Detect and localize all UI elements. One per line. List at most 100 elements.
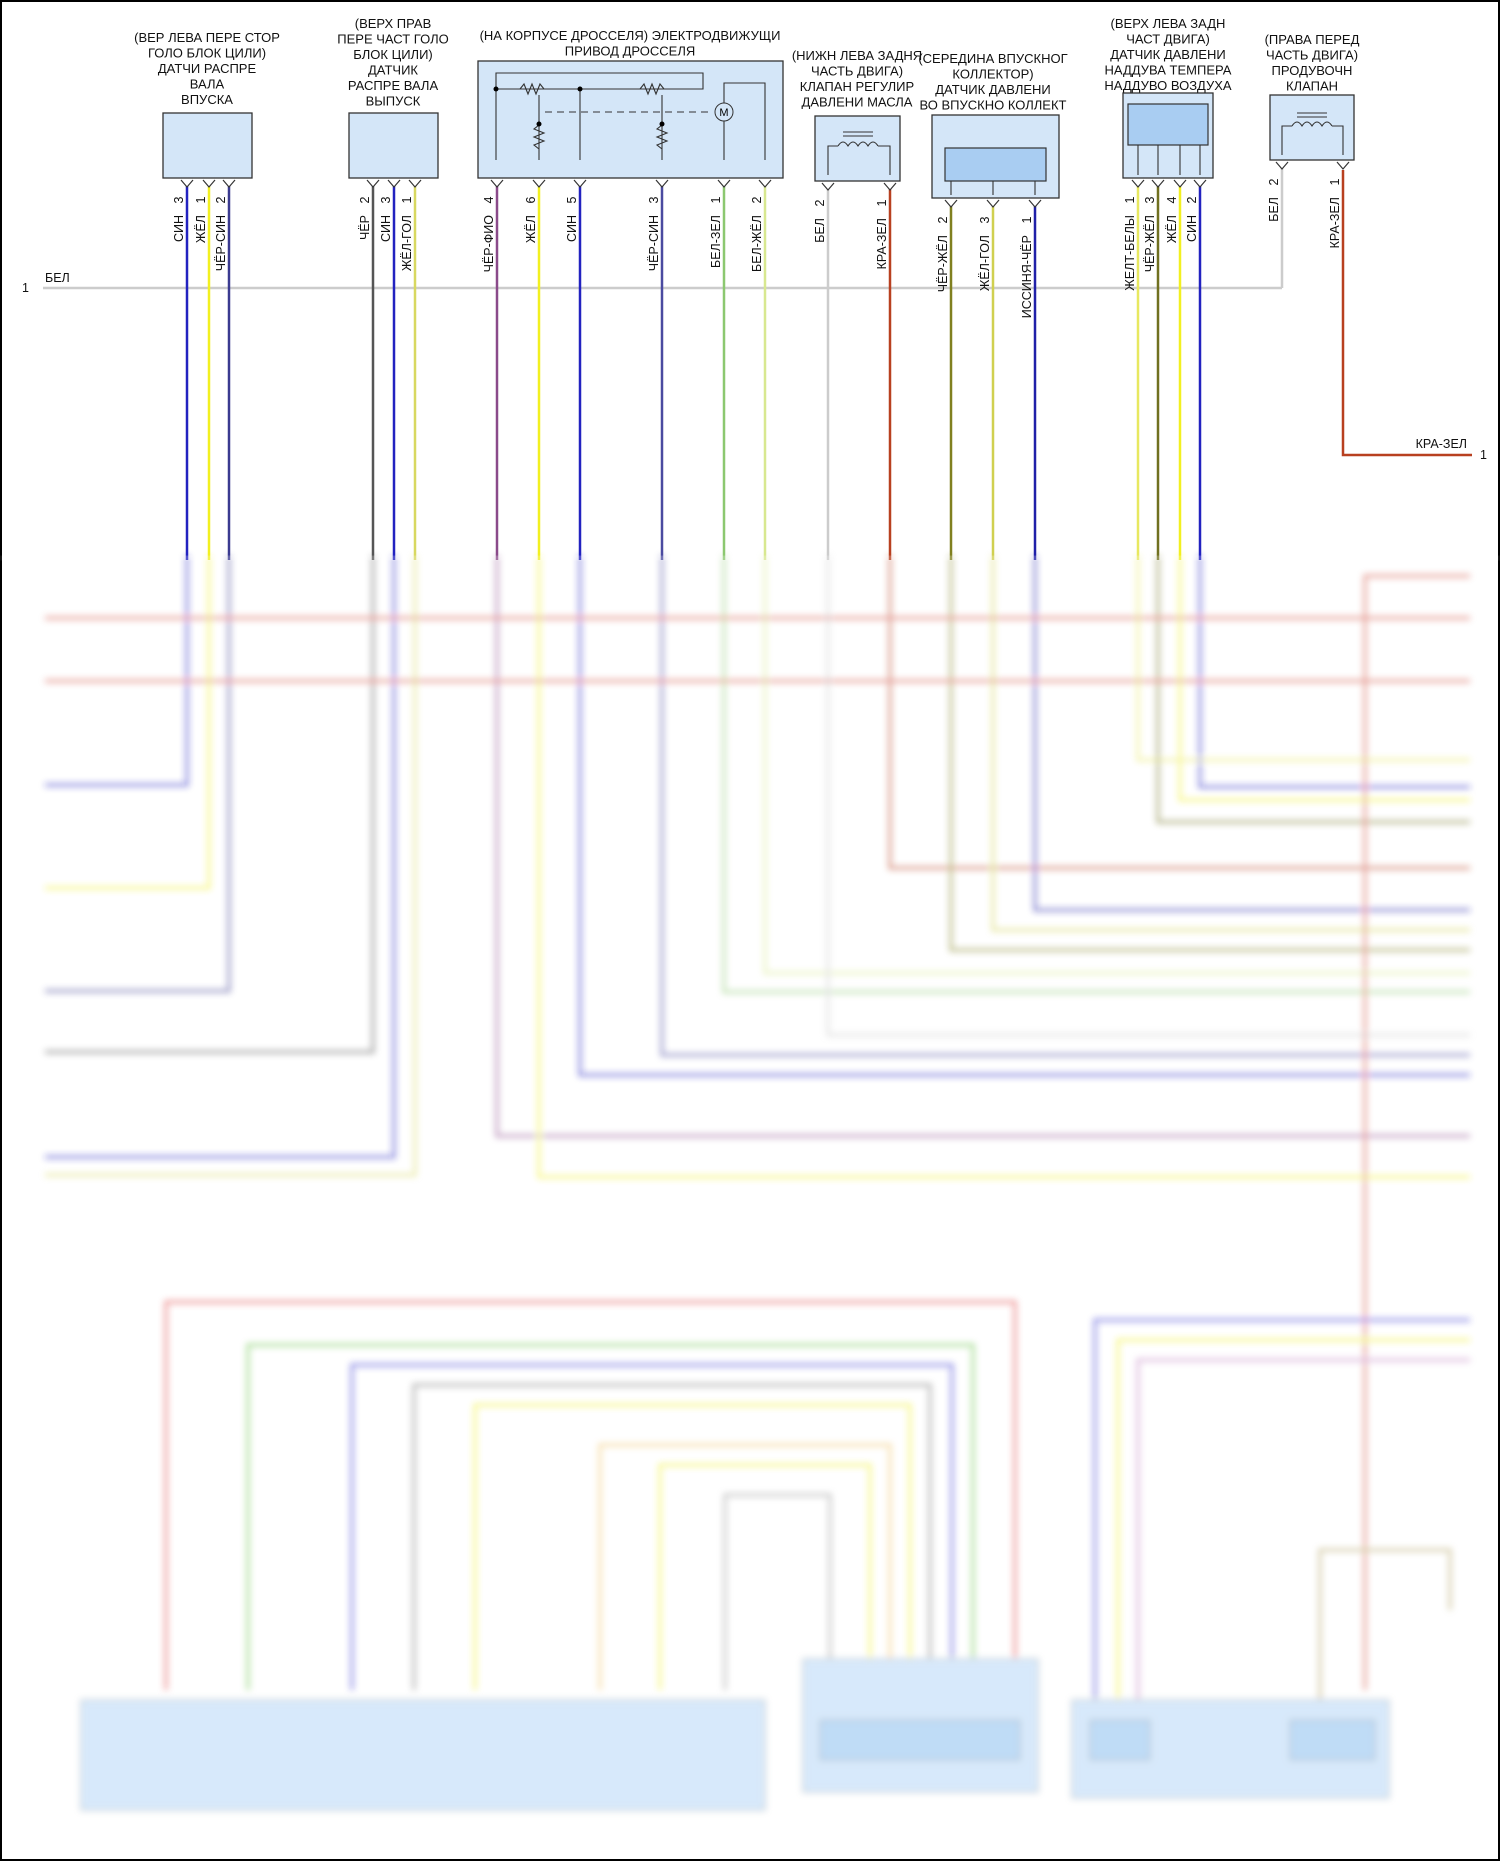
wire: 5 СИН	[565, 179, 587, 560]
wire: 6 ЖЁЛ	[524, 179, 546, 560]
connector-pin-icon	[1275, 161, 1289, 170]
blurred-wire	[246, 1343, 975, 1690]
exhaust-cam-sensor-title-line: ДАТЧИК	[368, 63, 418, 78]
pin-number: 2	[358, 196, 372, 203]
connector-pin-icon	[408, 179, 422, 188]
bus-pin: 1	[22, 281, 29, 295]
connector-pin-icon	[366, 179, 380, 188]
pin-number: 6	[524, 196, 538, 203]
wire-label: ЧЁР-ФИО	[482, 215, 496, 273]
blurred-wire	[45, 555, 211, 890]
boost-sensor-title-line: ДАТЧИК ДАВЛЕНИ	[1110, 47, 1226, 62]
connector-pin-icon	[944, 199, 958, 208]
connector-pin-icon	[986, 199, 1000, 208]
pin-number: 2	[813, 199, 827, 206]
blurred-wire	[1033, 555, 1470, 912]
pin-number: 2	[214, 196, 228, 203]
exhaust-cam-sensor-title-line: БЛОК ЦИЛИ)	[353, 47, 433, 62]
exhaust-cam-sensor-title-line: ВЫПУСК	[366, 94, 421, 109]
right-exit-label: КРА-ЗЕЛ	[1416, 437, 1467, 451]
blurred-wire	[164, 1300, 1017, 1690]
pin-number: 5	[565, 196, 579, 203]
wire-label: ЖЁЛ	[1165, 215, 1179, 243]
wire: 2 ЧЁР-ЖЁЛ	[936, 199, 958, 560]
wire-label: КРА-ЗЕЛ	[875, 218, 889, 269]
wire-label: ЧЁР-СИН	[647, 215, 661, 271]
pin-number: 2	[936, 216, 950, 223]
purge-valve-title-line: (ПРАВА ПЕРЕД	[1265, 32, 1360, 47]
wire: 1 КРА-ЗЕЛ	[875, 182, 897, 560]
intake-cam-sensor-title-line: ДАТЧИ РАСПРЕ	[158, 61, 257, 76]
blurred-component-box	[80, 1699, 766, 1811]
wire: 2 БЕЛ	[813, 182, 835, 560]
connector-pin-icon	[1336, 161, 1350, 170]
connector-pin-icon	[1028, 199, 1042, 208]
blurred-wire	[45, 555, 189, 787]
blurred-wire	[495, 555, 1470, 1138]
connector-pin-icon	[490, 179, 504, 188]
purge-valve-title-line: КЛАПАН	[1286, 79, 1338, 94]
blurred-wire	[660, 555, 1470, 1057]
wire-label: ЧЁР-ЖЁЛ	[936, 235, 950, 292]
blurred-wire	[537, 555, 1470, 1179]
wire-label: ЖЕЛТ-БЕЛЫ	[1123, 215, 1137, 291]
pin-number: 4	[482, 196, 496, 203]
wire-label: ЧЁР-СИН	[214, 215, 228, 271]
connector-pin-icon	[758, 179, 772, 188]
blurred-wire	[578, 555, 1470, 1077]
purge-valve-title-line: ЧАСТЬ ДВИГА)	[1266, 48, 1358, 63]
connector-pin-icon	[532, 179, 546, 188]
blurred-wire	[1093, 1318, 1470, 1700]
wire-label: БЕЛ-ЖЁЛ	[750, 215, 764, 272]
wire-label: ЖЁЛ-ГОЛ	[978, 235, 992, 291]
intake-cam-sensor-title-line: (ВЕР ЛЕВА ПЕРЕ СТОР	[134, 30, 280, 45]
boost-sensor-title-line: (ВЕРХ ЛЕВА ЗАДН	[1111, 16, 1226, 31]
map-sensor-title-line: ДАТЧИК ДАВЛЕНИ	[935, 82, 1051, 97]
pin-number: 3	[1143, 196, 1157, 203]
blurred-wire	[45, 555, 375, 1054]
wire: 1 ЖЕЛТ-БЕЛЫ	[1123, 179, 1145, 560]
blurred-wire	[949, 555, 1470, 952]
pin-number: 1	[1328, 178, 1342, 185]
motor-symbol: M	[719, 107, 728, 119]
oil-pressure-valve-title-line: (НИЖН ЛЕВА ЗАДНЯ	[792, 48, 922, 63]
wire-label: ЖЁЛ	[524, 215, 538, 243]
pin-number: 2	[1267, 178, 1281, 185]
blurred-wire	[888, 555, 1470, 870]
boost-sensor-title-line: НАДДУВО ВОЗДУХА	[1104, 78, 1232, 93]
pin-number: 3	[172, 196, 186, 203]
purge-valve-box	[1269, 94, 1355, 161]
motor-icon	[714, 102, 734, 122]
pin-number: 3	[379, 196, 393, 203]
right-exit-pin: 1	[1480, 448, 1487, 462]
wire: 1 ИССИНЯ-ЧЁР	[1020, 199, 1042, 560]
map-sensor-title-line: ВО ВПУСКНО КОЛЛЕКТ	[920, 98, 1067, 113]
purge-valve-title-line: ПРОДУВОЧН	[1272, 63, 1353, 78]
blurred-wire	[1318, 1548, 1452, 1700]
blurred-lower-section	[45, 555, 1470, 1811]
wire: 2 ЧЁР-СИН	[214, 179, 236, 560]
exhaust-cam-sensor-box	[348, 112, 439, 179]
pin-number: 4	[1165, 196, 1179, 203]
blurred-wire	[1198, 555, 1470, 789]
blurred-wire	[45, 555, 396, 1159]
pin-number: 2	[750, 196, 764, 203]
connector-pin-icon	[387, 179, 401, 188]
blurred-wire	[1136, 555, 1470, 762]
wire: 2 БЕЛ-ЖЁЛ	[750, 179, 772, 560]
blurred-wire	[598, 1443, 892, 1690]
exhaust-cam-sensor-title-line: РАСПРЕ ВАЛА	[348, 78, 439, 93]
boost-sensor-title-line: ЧАСТ ДВИГА)	[1126, 32, 1210, 47]
wire-label: СИН	[565, 215, 579, 242]
wire-label: ЧЁР	[358, 215, 372, 240]
connector-pin-icon	[1131, 179, 1145, 188]
connector-pin-icon	[573, 179, 587, 188]
wire: 1 КРА-ЗЕЛ	[1328, 161, 1350, 248]
blurred-wire	[763, 555, 1470, 975]
wire-label: СИН	[172, 215, 186, 242]
connector-pin-icon	[202, 179, 216, 188]
blurred-wire	[45, 555, 417, 1177]
throttle-actuator-box: M	[477, 60, 784, 179]
pin-number: 1	[709, 196, 723, 203]
wire: 3 ЖЁЛ-ГОЛ	[978, 199, 1000, 560]
